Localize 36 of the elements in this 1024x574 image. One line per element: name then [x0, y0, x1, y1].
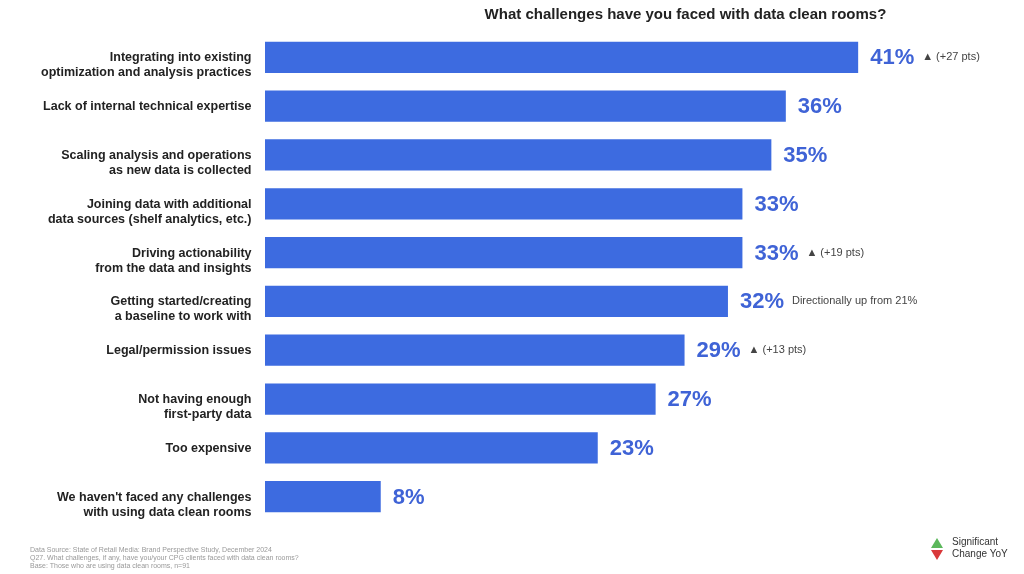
data-label: 29%: [696, 337, 741, 363]
y-tick-label: Legal/permission issues: [106, 343, 252, 358]
y-tick-label: We haven't faced any challenges with using data clean rooms: [57, 489, 252, 519]
bar: [265, 41, 859, 73]
y-tick-label: Integrating into existing optimization and analysis practices: [41, 50, 252, 80]
y-tick-label: Getting started/creating a baseline to work with: [110, 294, 252, 324]
bar: [265, 432, 598, 464]
data-label: 36%: [797, 93, 842, 119]
data-label: 32%: [739, 288, 784, 314]
data-label: 23%: [609, 434, 654, 460]
bar: [265, 481, 381, 513]
data-label: 33%: [754, 190, 799, 216]
y-tick-label: Not having enough first-party data: [138, 392, 253, 422]
data-label: 35%: [783, 141, 828, 167]
text: Significant Change YoY: [952, 536, 1008, 559]
annotation: ▲ (+13 pts): [748, 343, 807, 356]
bar: [265, 285, 728, 318]
bar: [265, 383, 656, 415]
bar: [265, 90, 786, 122]
chart-title: What challenges have you faced with data clean rooms?: [484, 5, 887, 22]
annotation: ▲ (+19 pts): [806, 245, 865, 258]
bar: [265, 236, 743, 269]
bar: [265, 139, 772, 171]
data-label: 27%: [667, 386, 712, 412]
y-tick-label: Joining data with additional data sources (shelf analytics, etc.): [47, 196, 252, 226]
annotation: Directionally up from 21%: [791, 294, 918, 307]
data-label: 41%: [870, 44, 915, 70]
y-tick-label: Scaling analysis and operations as new data is collected: [61, 147, 252, 177]
data-label: 8%: [392, 483, 425, 509]
y-tick-label: Too expensive: [165, 440, 252, 455]
data-label: 33%: [754, 239, 799, 265]
y-tick-label: Driving actionability from the data and insights: [95, 245, 252, 275]
text: ▲ (+27 pts): [922, 50, 980, 63]
y-tick-label: Lack of internal technical expertise: [43, 99, 252, 114]
bar: [265, 334, 685, 366]
bar: [265, 188, 743, 220]
